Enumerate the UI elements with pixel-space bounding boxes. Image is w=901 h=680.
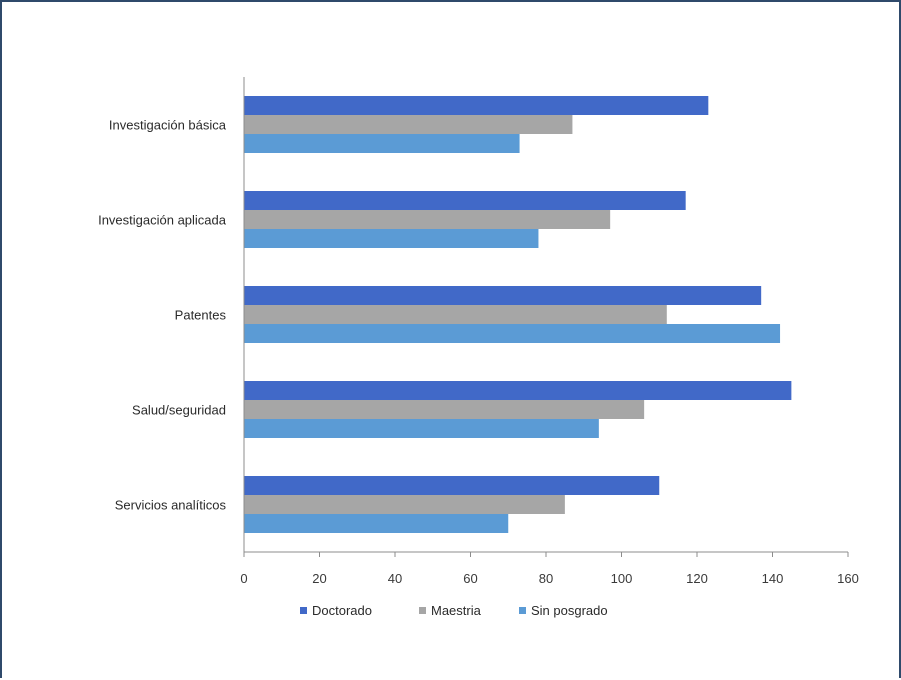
x-tick-label: 0 bbox=[240, 571, 247, 586]
bar-maestria-3 bbox=[244, 400, 645, 419]
x-tick-label: 120 bbox=[686, 571, 708, 586]
bar-doctorado-4 bbox=[244, 476, 660, 495]
x-tick-label: 140 bbox=[762, 571, 784, 586]
x-tick-label: 20 bbox=[312, 571, 326, 586]
bar-doctorado-2 bbox=[244, 286, 762, 305]
x-tick-label: 80 bbox=[539, 571, 553, 586]
category-label: Salud/seguridad bbox=[132, 403, 226, 418]
legend-swatch-doctorado bbox=[300, 607, 307, 614]
category-label: Investigación aplicada bbox=[98, 213, 227, 228]
legend-swatch-maestria bbox=[419, 607, 426, 614]
bar-doctorado-3 bbox=[244, 381, 792, 400]
x-tick-label: 40 bbox=[388, 571, 402, 586]
bar-maestria-1 bbox=[244, 210, 611, 229]
x-tick-label: 60 bbox=[463, 571, 477, 586]
bar-sin-posgrado-2 bbox=[244, 324, 781, 343]
x-tick-label: 100 bbox=[611, 571, 633, 586]
bar-doctorado-1 bbox=[244, 191, 686, 210]
x-tick-label: 160 bbox=[837, 571, 859, 586]
bar-sin-posgrado-1 bbox=[244, 229, 539, 248]
bar-doctorado-0 bbox=[244, 96, 709, 115]
legend-label-doctorado: Doctorado bbox=[312, 603, 372, 618]
bar-sin-posgrado-0 bbox=[244, 134, 520, 153]
bar-maestria-0 bbox=[244, 115, 573, 134]
legend-label-maestria: Maestria bbox=[431, 603, 482, 618]
bar-maestria-4 bbox=[244, 495, 565, 514]
legend-swatch-sin-posgrado bbox=[519, 607, 526, 614]
bar-sin-posgrado-3 bbox=[244, 419, 599, 438]
category-label: Servicios analíticos bbox=[115, 498, 227, 513]
bar-sin-posgrado-4 bbox=[244, 514, 509, 533]
category-label: Investigación básica bbox=[109, 118, 227, 133]
bar-maestria-2 bbox=[244, 305, 667, 324]
category-label: Patentes bbox=[175, 308, 227, 323]
legend-label-sin-posgrado: Sin posgrado bbox=[531, 603, 608, 618]
